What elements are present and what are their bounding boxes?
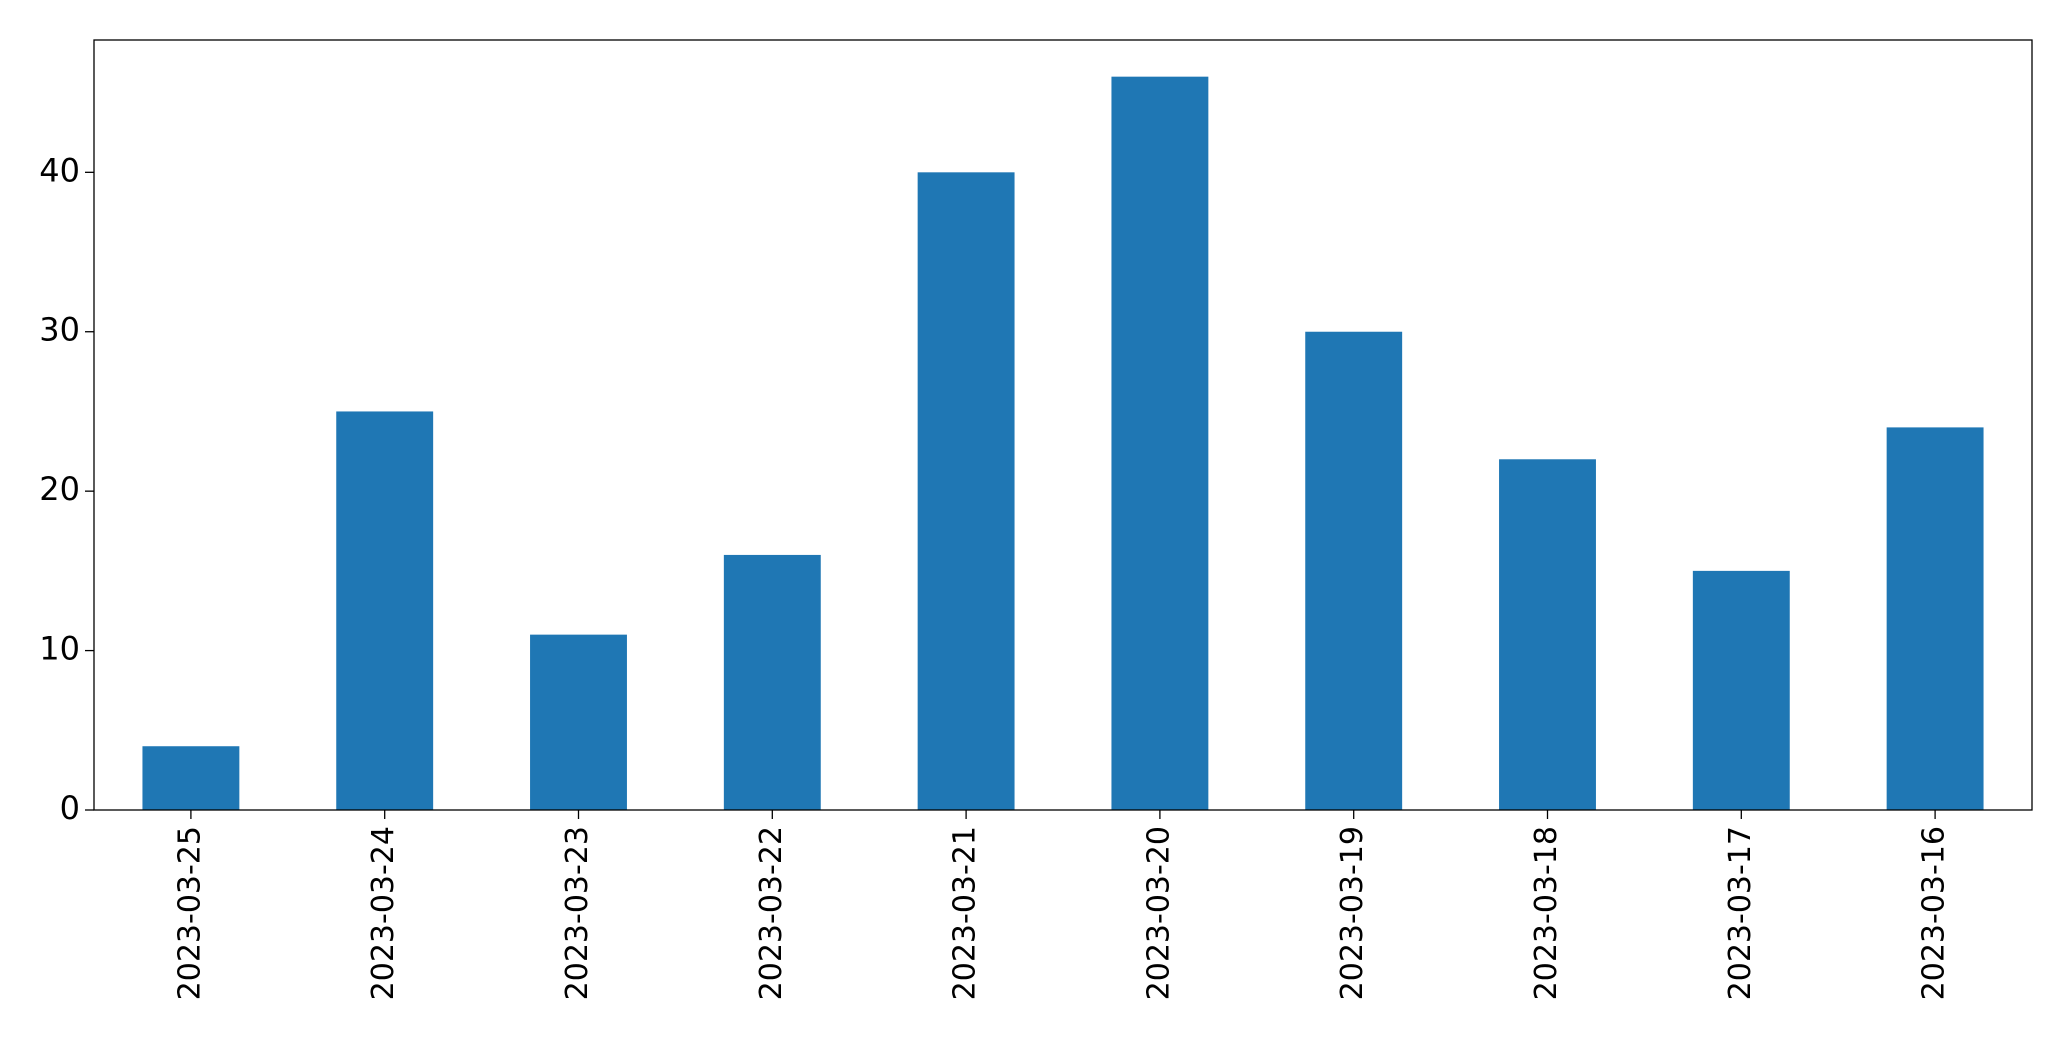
- x-tick-label: 2023-03-18: [1529, 826, 1564, 1000]
- y-tick-label: 10: [39, 630, 80, 668]
- x-tick-label: 2023-03-23: [560, 826, 595, 1000]
- bar: [142, 746, 240, 810]
- x-tick-label: 2023-03-25: [172, 826, 207, 1000]
- bar: [1111, 76, 1209, 810]
- x-tick-label: 2023-03-24: [366, 826, 401, 1000]
- bar: [530, 634, 627, 810]
- x-tick-label: 2023-03-21: [948, 826, 983, 1000]
- bar: [1692, 570, 1790, 810]
- y-tick-label: 30: [39, 311, 80, 349]
- bar: [723, 554, 821, 810]
- bar: [917, 172, 1015, 810]
- x-tick-label: 2023-03-17: [1723, 826, 1758, 1000]
- x-tick-label: 2023-03-20: [1141, 826, 1176, 1000]
- bar: [1886, 427, 1984, 810]
- x-tick-label: 2023-03-16: [1917, 826, 1952, 1000]
- y-tick-label: 40: [39, 151, 80, 189]
- plot-frame: [93, 39, 2033, 811]
- y-tick-label: 0: [60, 789, 80, 827]
- bar: [1499, 459, 1596, 810]
- bar: [1305, 331, 1403, 810]
- x-tick-label: 2023-03-22: [754, 826, 789, 1000]
- y-tick-label: 20: [39, 470, 80, 508]
- x-tick-label: 2023-03-19: [1335, 826, 1370, 1000]
- bar: [336, 411, 434, 810]
